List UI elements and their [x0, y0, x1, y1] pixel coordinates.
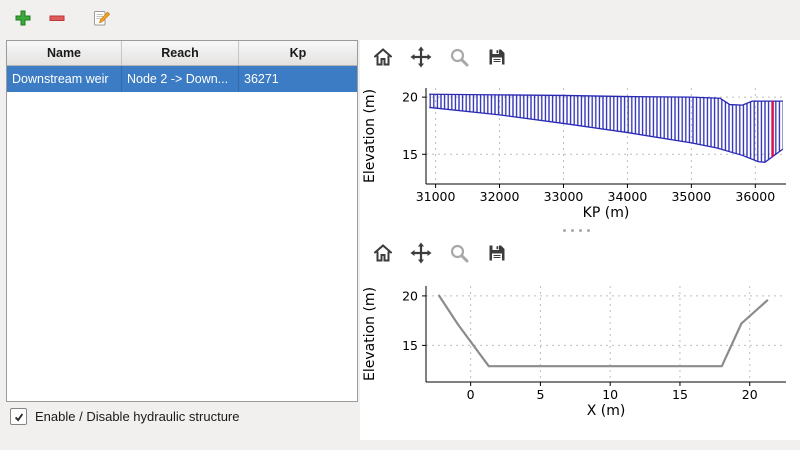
section-plot-toolbar — [370, 240, 510, 266]
zoom-button[interactable] — [446, 44, 472, 70]
structures-table: Name Reach Kp Downstream weir Node 2 -> … — [6, 40, 358, 402]
zoom-icon — [450, 244, 469, 263]
cell-reach: Node 2 -> Down... — [122, 66, 239, 92]
column-header-kp[interactable]: Kp — [289, 46, 307, 60]
plots-panel: 31000 32000 33000 34000 35000 36000 15 20 KP (m)… — [360, 40, 800, 440]
svg-text:0: 0 — [467, 387, 475, 402]
zoom-icon — [450, 48, 469, 67]
column-header-name[interactable]: Name — [7, 41, 122, 65]
table-header: Name Reach Kp — [7, 41, 357, 66]
home-icon — [374, 48, 392, 66]
svg-text:20: 20 — [402, 90, 418, 105]
edit-icon — [93, 10, 110, 25]
svg-text:20: 20 — [742, 387, 758, 402]
pan-icon — [410, 242, 432, 264]
cell-kp: 36271 — [244, 72, 279, 86]
remove-structure-button[interactable] — [44, 5, 70, 31]
pan-button[interactable] — [408, 240, 434, 266]
enable-structure-row[interactable]: Enable / Disable hydraulic structure — [10, 408, 240, 425]
main-toolbar — [0, 0, 800, 36]
pan-icon — [410, 46, 432, 68]
svg-text:10: 10 — [602, 387, 618, 402]
add-structure-button[interactable] — [10, 5, 36, 31]
svg-text:Elevation (m): Elevation (m) — [362, 287, 378, 381]
svg-text:X (m): X (m) — [587, 403, 626, 419]
table-row[interactable]: Downstream weir Node 2 -> Down... 36271 — [7, 66, 357, 92]
column-header-reach[interactable]: Reach — [122, 41, 239, 65]
svg-text:35000: 35000 — [671, 189, 711, 204]
svg-text:32000: 32000 — [480, 189, 520, 204]
svg-text:5: 5 — [536, 387, 544, 402]
edit-structure-button[interactable] — [88, 5, 114, 31]
svg-text:20: 20 — [402, 288, 418, 303]
home-icon — [374, 244, 392, 262]
zoom-button[interactable] — [446, 240, 472, 266]
home-button[interactable] — [370, 44, 396, 70]
svg-text:33000: 33000 — [544, 189, 584, 204]
enable-checkbox[interactable] — [10, 408, 27, 425]
longitudinal-profile-chart[interactable]: 31000 32000 33000 34000 35000 36000 15 20 KP (m)… — [360, 80, 796, 222]
enable-checkbox-label: Enable / Disable hydraulic structure — [35, 409, 240, 424]
save-button[interactable] — [484, 240, 510, 266]
svg-text:Elevation (m): Elevation (m) — [362, 89, 378, 183]
svg-text:34000: 34000 — [608, 189, 648, 204]
svg-text:36000: 36000 — [735, 189, 775, 204]
pan-button[interactable] — [408, 44, 434, 70]
cross-section-chart[interactable]: 0 5 10 15 20 15 20 X (m) Elevation (m) — [360, 278, 796, 420]
home-button[interactable] — [370, 240, 396, 266]
cell-name: Downstream weir — [7, 66, 122, 92]
splitter-handle[interactable] — [556, 226, 596, 234]
save-button[interactable] — [484, 44, 510, 70]
save-icon — [489, 245, 505, 261]
check-icon — [14, 412, 23, 421]
minus-icon — [49, 15, 65, 21]
svg-text:31000: 31000 — [416, 189, 456, 204]
save-icon — [489, 49, 505, 65]
svg-text:KP (m): KP (m) — [583, 205, 630, 221]
svg-text:15: 15 — [672, 387, 688, 402]
profile-plot-toolbar — [370, 44, 510, 70]
svg-text:15: 15 — [402, 147, 418, 162]
svg-text:15: 15 — [402, 338, 418, 353]
plus-icon — [15, 10, 31, 26]
